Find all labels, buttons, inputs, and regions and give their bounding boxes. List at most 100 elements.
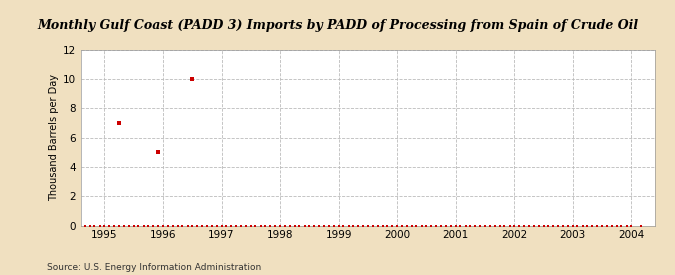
Point	[392, 223, 402, 228]
Point	[524, 223, 535, 228]
Point	[206, 223, 217, 228]
Point	[572, 223, 583, 228]
Point	[294, 223, 305, 228]
Point	[607, 223, 618, 228]
Point	[241, 223, 252, 228]
Point	[333, 223, 344, 228]
Point	[109, 223, 119, 228]
Text: Source: U.S. Energy Information Administration: Source: U.S. Energy Information Administ…	[47, 263, 261, 272]
Point	[187, 77, 198, 81]
Point	[128, 223, 139, 228]
Point	[177, 223, 188, 228]
Point	[84, 223, 95, 228]
Point	[514, 223, 524, 228]
Point	[352, 223, 363, 228]
Point	[157, 223, 168, 228]
Point	[153, 223, 163, 228]
Point	[314, 223, 325, 228]
Point	[426, 223, 437, 228]
Point	[246, 223, 256, 228]
Point	[435, 223, 446, 228]
Point	[587, 223, 597, 228]
Point	[543, 223, 554, 228]
Point	[148, 223, 159, 228]
Y-axis label: Thousand Barrels per Day: Thousand Barrels per Day	[49, 74, 59, 201]
Point	[411, 223, 422, 228]
Point	[167, 223, 178, 228]
Point	[162, 223, 173, 228]
Point	[358, 223, 369, 228]
Point	[338, 223, 349, 228]
Point	[172, 223, 183, 228]
Point	[343, 223, 354, 228]
Point	[402, 223, 412, 228]
Point	[308, 223, 319, 228]
Point	[519, 223, 530, 228]
Point	[201, 223, 212, 228]
Point	[348, 223, 358, 228]
Point	[153, 150, 163, 154]
Point	[231, 223, 242, 228]
Point	[329, 223, 340, 228]
Point	[597, 223, 608, 228]
Point	[470, 223, 481, 228]
Point	[538, 223, 549, 228]
Point	[601, 223, 612, 228]
Point	[270, 223, 281, 228]
Point	[465, 223, 476, 228]
Point	[533, 223, 544, 228]
Point	[260, 223, 271, 228]
Point	[113, 121, 124, 125]
Point	[118, 223, 129, 228]
Point	[582, 223, 593, 228]
Point	[255, 223, 266, 228]
Point	[89, 223, 100, 228]
Point	[377, 223, 388, 228]
Point	[416, 223, 427, 228]
Point	[182, 223, 193, 228]
Point	[446, 223, 456, 228]
Point	[197, 223, 208, 228]
Point	[133, 223, 144, 228]
Point	[382, 223, 393, 228]
Point	[592, 223, 603, 228]
Point	[636, 223, 647, 228]
Text: Monthly Gulf Coast (PADD 3) Imports by PADD of Processing from Spain of Crude Oi: Monthly Gulf Coast (PADD 3) Imports by P…	[37, 19, 638, 32]
Point	[396, 223, 407, 228]
Point	[455, 223, 466, 228]
Point	[362, 223, 373, 228]
Point	[250, 223, 261, 228]
Point	[236, 223, 246, 228]
Point	[489, 223, 500, 228]
Point	[568, 223, 578, 228]
Point	[367, 223, 378, 228]
Point	[104, 223, 115, 228]
Point	[216, 223, 227, 228]
Point	[373, 223, 383, 228]
Point	[290, 223, 300, 228]
Point	[113, 223, 124, 228]
Point	[265, 223, 275, 228]
Point	[460, 223, 471, 228]
Point	[509, 223, 520, 228]
Point	[499, 223, 510, 228]
Point	[211, 223, 222, 228]
Point	[626, 223, 637, 228]
Point	[80, 223, 90, 228]
Point	[548, 223, 559, 228]
Point	[143, 223, 154, 228]
Point	[479, 223, 490, 228]
Point	[616, 223, 627, 228]
Point	[621, 223, 632, 228]
Point	[504, 223, 515, 228]
Point	[563, 223, 574, 228]
Point	[138, 223, 149, 228]
Point	[558, 223, 568, 228]
Point	[387, 223, 398, 228]
Point	[406, 223, 417, 228]
Point	[192, 223, 202, 228]
Point	[99, 223, 110, 228]
Point	[275, 223, 286, 228]
Point	[226, 223, 237, 228]
Point	[494, 223, 505, 228]
